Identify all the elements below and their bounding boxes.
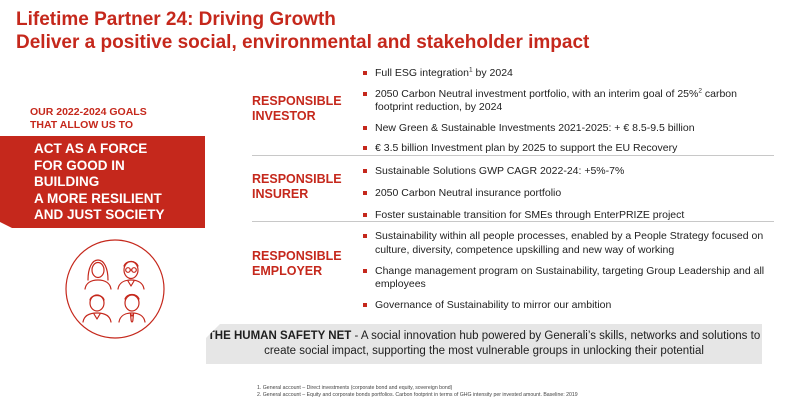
pillar-divider: [252, 221, 774, 222]
goals-line-2: THAT ALLOW US TO: [30, 119, 134, 131]
pillar-label-line: INSURER: [252, 187, 309, 201]
man-icon: [82, 294, 112, 323]
employer-bullet-list: Sustainability within all people process…: [362, 230, 767, 320]
footnotes: 1. General account – Direct investments …: [257, 385, 578, 399]
bullet-item: New Green & Sustainable Investments 2021…: [362, 122, 767, 136]
bullet-item: Change management program on Sustainabil…: [362, 265, 767, 292]
bullet-item: Sustainability within all people process…: [362, 230, 767, 257]
pillar-label-employer: RESPONSIBLE EMPLOYER: [252, 249, 342, 279]
title-line-2: Deliver a positive social, environmental…: [16, 32, 590, 53]
safety-net-text: - A social innovation hub powered by Gen…: [264, 330, 761, 357]
bullet-item: Sustainable Solutions GWP CAGR 2022-24: …: [362, 165, 767, 179]
investor-bullet-list: Full ESG integration1 by 2024 2050 Carbo…: [362, 67, 767, 163]
bullet-item: Governance of Sustainability to mirror o…: [362, 299, 767, 313]
man-glasses-icon: [117, 260, 145, 290]
goals-line-1: OUR 2022-2024 GOALS: [30, 106, 147, 118]
force-line: BUILDING: [34, 174, 100, 189]
pillar-label-line: EMPLOYER: [252, 264, 323, 278]
footnote: 2. General account – Equity and corporat…: [257, 392, 578, 398]
pillar-label-line: RESPONSIBLE: [252, 172, 342, 186]
force-line: A MORE RESILIENT: [34, 190, 162, 206]
bullet-item: 2050 Carbon Neutral insurance portfolio: [362, 187, 767, 201]
bullet-item: Full ESG integration1 by 2024: [362, 67, 767, 81]
bullet-item: 2050 Carbon Neutral investment portfolio…: [362, 87, 767, 115]
human-safety-net-panel: THE HUMAN SAFETY NET - A social innovati…: [206, 324, 762, 364]
pillar-label-investor: RESPONSIBLE INVESTOR: [252, 94, 342, 124]
force-line: FOR GOOD IN: [34, 157, 125, 173]
pillar-label-line: INVESTOR: [252, 109, 316, 123]
pillar-label-insurer: RESPONSIBLE INSURER: [252, 172, 342, 202]
goals-heading: OUR 2022-2024 GOALS THAT ALLOW US TO: [30, 106, 180, 132]
bullet-item: Foster sustainable transition for SMEs t…: [362, 209, 767, 223]
force-line: AND JUST SOCIETY: [34, 207, 165, 222]
footnote: 1. General account – Direct investments …: [257, 385, 453, 391]
force-for-good-banner: ACT AS A FORCE FOR GOOD IN BUILDING A MO…: [0, 136, 205, 228]
insurer-bullet-list: Sustainable Solutions GWP CAGR 2022-24: …: [362, 165, 767, 231]
title-line-1: Lifetime Partner 24: Driving Growth: [16, 9, 336, 30]
bullet-item: € 3.5 billion Investment plan by 2025 to…: [362, 142, 767, 156]
safety-net-title: THE HUMAN SAFETY NET: [207, 330, 352, 342]
force-line: ACT AS A FORCE: [34, 141, 148, 156]
woman-icon: [84, 259, 112, 290]
pillar-divider: [252, 155, 774, 156]
man-tie-icon: [118, 293, 146, 323]
page-title: Lifetime Partner 24: Driving Growth Deli…: [16, 8, 589, 54]
people-group-icon: [65, 239, 165, 339]
pillar-label-line: RESPONSIBLE: [252, 94, 342, 108]
pillar-label-line: RESPONSIBLE: [252, 249, 342, 263]
